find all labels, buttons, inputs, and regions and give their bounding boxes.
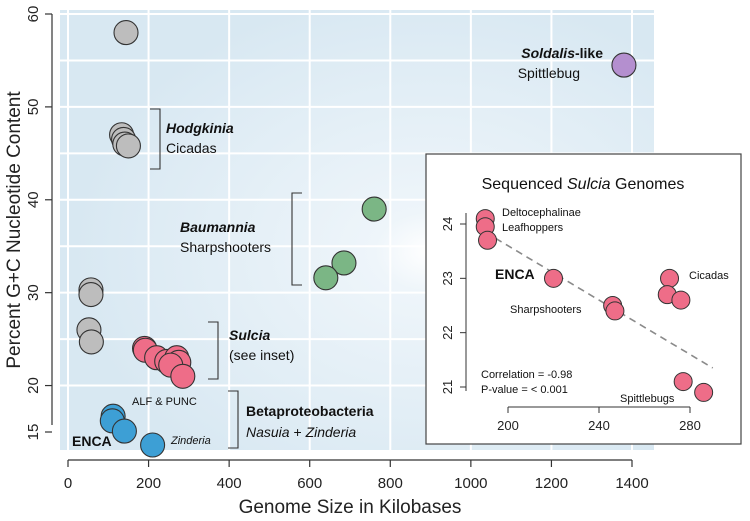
- y-tick-label: 60: [25, 6, 42, 23]
- inset-point: [671, 290, 691, 310]
- sharpshooters-label: Sharpshooters: [180, 239, 271, 255]
- x-tick-label: 800: [378, 475, 403, 492]
- x-ticks: 0 200 400 600 800 1000 1200 1400: [64, 460, 649, 492]
- nasuia-zinderia-label: Nasuia + Zinderia: [246, 424, 356, 440]
- spittlebug-label: Spittlebug: [518, 65, 580, 81]
- point-sulcia: [170, 363, 196, 389]
- hodgkinia-bracket: [150, 108, 161, 170]
- point-baumannia: [331, 250, 357, 276]
- x-tick-label: 1400: [615, 475, 648, 492]
- inset-title: Sequenced Sulcia Genomes: [482, 176, 685, 193]
- zinderia-label: Zinderia: [170, 435, 211, 447]
- point-other: [78, 329, 104, 355]
- inset-point: [660, 268, 680, 288]
- sulcia-label: Sulcia: [229, 327, 270, 343]
- x-tick-label: 0: [64, 475, 72, 492]
- spittlebugs-label: Spittlebugs: [620, 393, 675, 405]
- y-tick-label: 50: [25, 99, 42, 116]
- x-tick-label: 1000: [454, 475, 487, 492]
- inset-point: [694, 382, 714, 402]
- x-tick-label: 200: [136, 475, 161, 492]
- inset-y-tick-label: 21: [440, 380, 455, 394]
- point-soldalis-like: [611, 52, 637, 78]
- y-ticks: 15 20 30 40 50 60: [25, 6, 52, 441]
- inset-y-tick-label: 24: [440, 217, 455, 231]
- betaproteobacteria-label: Betaproteobacteria: [246, 403, 374, 419]
- sulcia-bracket: [208, 321, 219, 380]
- y-tick-label: 30: [25, 284, 42, 301]
- inset-point: [605, 301, 625, 321]
- pvalue-label: P-value = < 0.001: [481, 384, 568, 396]
- point-betaproteobacteria: [111, 418, 137, 444]
- cicadas-label: Cicadas: [166, 140, 217, 156]
- y-tick-label: 20: [25, 377, 42, 394]
- y-tick-label: 40: [25, 191, 42, 208]
- x-tick-label: 1200: [535, 475, 568, 492]
- point-other: [115, 133, 141, 159]
- inset-x-tick-label: 240: [588, 418, 610, 433]
- inset-point: [544, 268, 563, 288]
- inset: Sequenced Sulcia Genomes 200 240 280 21 22 23…: [425, 153, 742, 445]
- baumannia-bracket: [291, 192, 302, 286]
- point-baumannia: [313, 265, 339, 291]
- inset-points: [475, 209, 714, 402]
- correlation-label: Correlation = -0.98: [481, 369, 572, 381]
- baumannia-label: Baumannia: [180, 219, 256, 235]
- inset-x-tick-label: 200: [497, 418, 519, 433]
- inset-frame: [425, 153, 742, 445]
- group-brackets: [150, 108, 302, 449]
- point-other: [113, 20, 139, 46]
- x-tick-label: 400: [217, 475, 242, 492]
- inset-point: [478, 230, 498, 250]
- beta-bracket: [228, 390, 239, 449]
- inset-point: [673, 372, 693, 392]
- point-baumannia: [361, 196, 387, 222]
- inset-enca-label: ENCA: [495, 266, 535, 282]
- leafhoppers-label: Leafhoppers: [502, 222, 564, 234]
- inset-ticks: 200 240 280 21 22 23 24: [440, 217, 701, 433]
- deltocephalinae-label: Deltocephalinae: [502, 207, 581, 219]
- inset-y-tick-label: 23: [440, 271, 455, 285]
- enca-label: ENCA: [72, 433, 112, 449]
- y-tick-label: 15: [25, 424, 42, 441]
- main-points: [76, 20, 637, 458]
- x-tick-label: 600: [297, 475, 322, 492]
- inset-y-tick-label: 22: [440, 325, 455, 339]
- x-axis-title: Genome Size in Kilobases: [239, 497, 462, 518]
- inset-cicadas-label: Cicadas: [689, 270, 729, 282]
- point-betaproteobacteria: [140, 432, 166, 458]
- point-other: [78, 281, 104, 308]
- see-inset-label: (see inset): [229, 347, 294, 363]
- inset-x-tick-label: 280: [679, 418, 701, 433]
- y-axis-title: Percent G+C Nucleotide Content: [4, 91, 25, 369]
- alf-punc-label: ALF & PUNC: [132, 396, 197, 408]
- hodgkinia-label: Hodgkinia: [166, 120, 234, 136]
- inset-trendline: [484, 231, 714, 369]
- soldalis-label: Soldalis-like: [521, 45, 603, 61]
- inset-sharpshooters-label: Sharpshooters: [510, 304, 582, 316]
